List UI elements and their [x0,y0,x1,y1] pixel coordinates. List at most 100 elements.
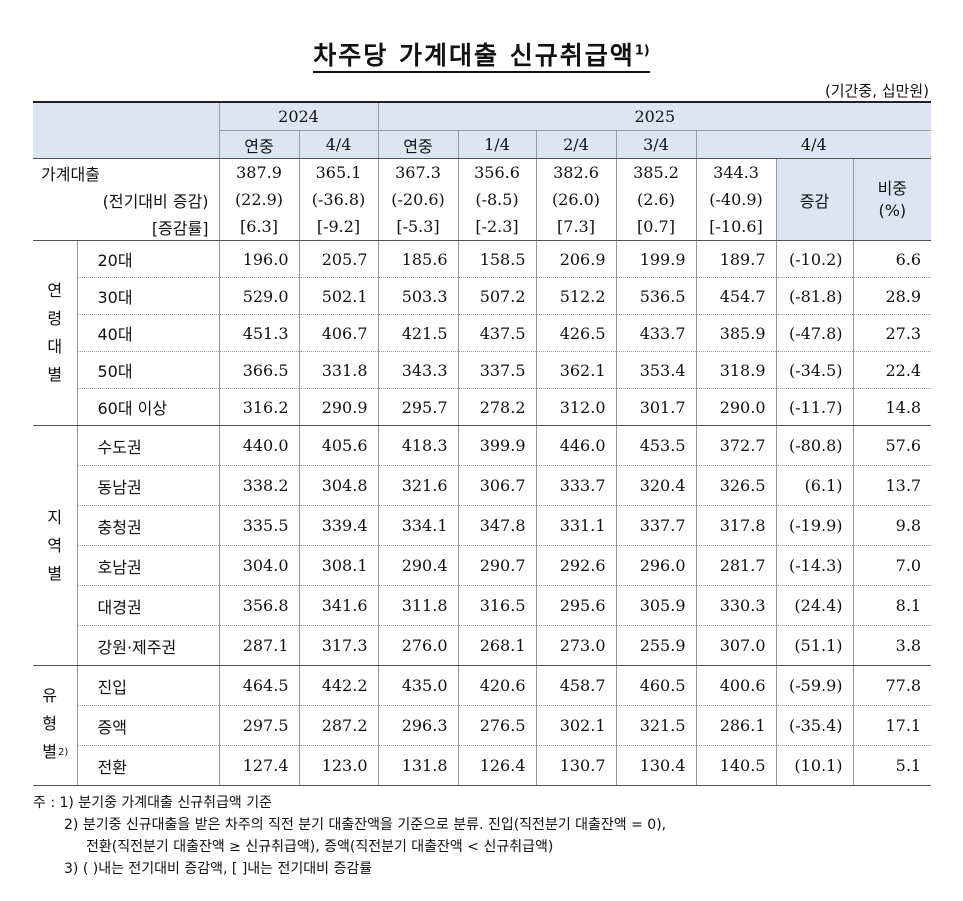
total-rate-value: [0.7] [615,213,696,241]
value-cell: 297.5 [218,705,299,746]
total-rate-value: [7.3] [535,213,616,241]
footnote: 3) ( )내는 전기대비 증감액, [ ]내는 전기대비 증감률 [64,861,373,877]
total-change-value: (-40.9) [695,186,776,213]
value-cell: 356.8 [218,585,299,626]
value-cell: 140.5 [695,745,776,786]
value-cell: 290.0 [695,388,776,426]
share-cell: 28.9 [852,277,932,315]
group-label-text: 연령대별 [47,281,63,384]
value-cell: 451.3 [218,314,299,352]
value-cell: 278.2 [457,388,536,426]
change-cell: (-59.9) [775,665,853,706]
value-cell: 326.5 [695,465,776,506]
value-cell: 512.2 [535,277,616,315]
value-cell: 331.1 [535,505,616,546]
table-row: 60대 이상 316.2 290.9 295.7 278.2 312.0 301.7 290.… [33,388,932,426]
value-cell: 311.8 [377,585,458,626]
table-row: 증액 297.5 287.2 296.3 276.5 302.1 321.5 286.1 (-3… [33,705,932,746]
total-value: 367.3 [377,158,458,186]
value-cell: 312.0 [535,388,616,426]
value-cell: 399.9 [457,425,536,466]
value-cell: 316.2 [218,388,299,426]
share-cell: 7.0 [852,545,932,586]
total-rate-value: [-9.2] [298,213,378,241]
total-change-value: (-8.5) [457,186,536,213]
header-2025-q4: 4/4 [695,130,932,159]
value-cell: 418.3 [377,425,458,466]
total-change-value: (2.6) [615,186,696,213]
page-title: 차주당 가계대출 신규취급액1) [0,36,963,73]
change-cell: (6.1) [775,465,853,506]
table-row: 연령대별 20대 196.0 205.7 185.6 158.5 206.9 199.9 189… [33,240,932,426]
value-cell: 337.7 [615,505,696,546]
value-cell: 287.2 [298,705,378,746]
total-rate-row: [증감률] [6.3] [-9.2] [-5.3] [-2.3] [7.3] [… [33,213,931,241]
header-2024-q4: 4/4 [298,130,378,159]
table-row: 40대 451.3 406.7 421.5 437.5 426.5 433.7 385.9 (-… [33,314,932,352]
value-cell: 306.7 [457,465,536,506]
value-cell: 503.3 [377,277,458,315]
share-cell: 17.1 [852,705,932,746]
header-row-years: 2024 2025 [33,101,932,159]
table-row: 유형별2) 진입 464.5 442.2 435.0 420.6 458.7 460.5 400… [33,665,932,786]
title-text: 차주당 가계대출 신규취급액 [313,41,635,70]
value-cell: 290.9 [298,388,378,426]
share-cell: 27.3 [852,314,932,352]
change-cell: (-35.4) [775,705,853,746]
value-cell: 347.8 [457,505,536,546]
value-cell: 130.4 [615,745,696,786]
row-label: 30대 [76,277,219,315]
value-cell: 321.6 [377,465,458,506]
value-cell: 433.7 [615,314,696,352]
value-cell: 341.6 [298,585,378,626]
value-cell: 453.5 [615,425,696,466]
value-cell: 276.5 [457,705,536,746]
value-cell: 290.7 [457,545,536,586]
value-cell: 317.8 [695,505,776,546]
value-cell: 126.4 [457,745,536,786]
value-cell: 420.6 [457,665,536,706]
value-cell: 333.7 [535,465,616,506]
share-cell: 6.6 [852,240,932,278]
total-change-label: (전기대비 증감) [102,191,209,211]
value-cell: 301.7 [615,388,696,426]
value-cell: 307.0 [695,625,776,666]
value-cell: 502.1 [298,277,378,315]
total-value: 356.6 [457,158,536,186]
share-cell: 57.6 [852,425,932,466]
row-label: 대경권 [76,585,219,626]
total-rate-value: [-5.3] [377,213,458,241]
row-label: 충청권 [76,505,219,546]
header-row-periods: 연중 4/4 연중 1/4 2/4 3/4 4/4 [33,130,932,159]
table-row: 충청권 335.5 339.4 334.1 347.8 331.1 337.7 317.8 (-… [33,505,932,546]
total-change-value: (26.0) [535,186,616,213]
total-value: 344.3 [695,158,776,186]
header-2025-q3: 3/4 [615,130,696,159]
value-cell: 273.0 [535,625,616,666]
value-cell: 308.1 [298,545,378,586]
share-cell: 8.1 [852,585,932,626]
total-rate-value: [-10.6] [695,213,776,241]
group-label-text: 유형별 [42,686,57,761]
value-cell: 296.0 [615,545,696,586]
change-cell: (-47.8) [775,314,853,352]
value-cell: 205.7 [298,240,378,278]
value-cell: 440.0 [218,425,299,466]
row-label: 수도권 [76,425,219,466]
value-cell: 335.5 [218,505,299,546]
value-cell: 464.5 [218,665,299,706]
value-cell: 366.5 [218,351,299,389]
group-label: 연령대별 [33,240,77,426]
header-2025-q2: 2/4 [535,130,616,159]
header-corner [33,101,219,159]
table-row: 지역별 수도권 440.0 405.6 418.3 399.9 446.0 453.5 372.… [33,425,932,666]
header-year-2024: 2024 [218,101,378,131]
total-change-value: (-20.6) [377,186,458,213]
value-cell: 286.1 [695,705,776,746]
change-cell: (10.1) [775,745,853,786]
row-label: 동남권 [76,465,219,506]
value-cell: 331.8 [298,351,378,389]
value-cell: 295.6 [535,585,616,626]
total-value: 385.2 [615,158,696,186]
change-cell: (-11.7) [775,388,853,426]
